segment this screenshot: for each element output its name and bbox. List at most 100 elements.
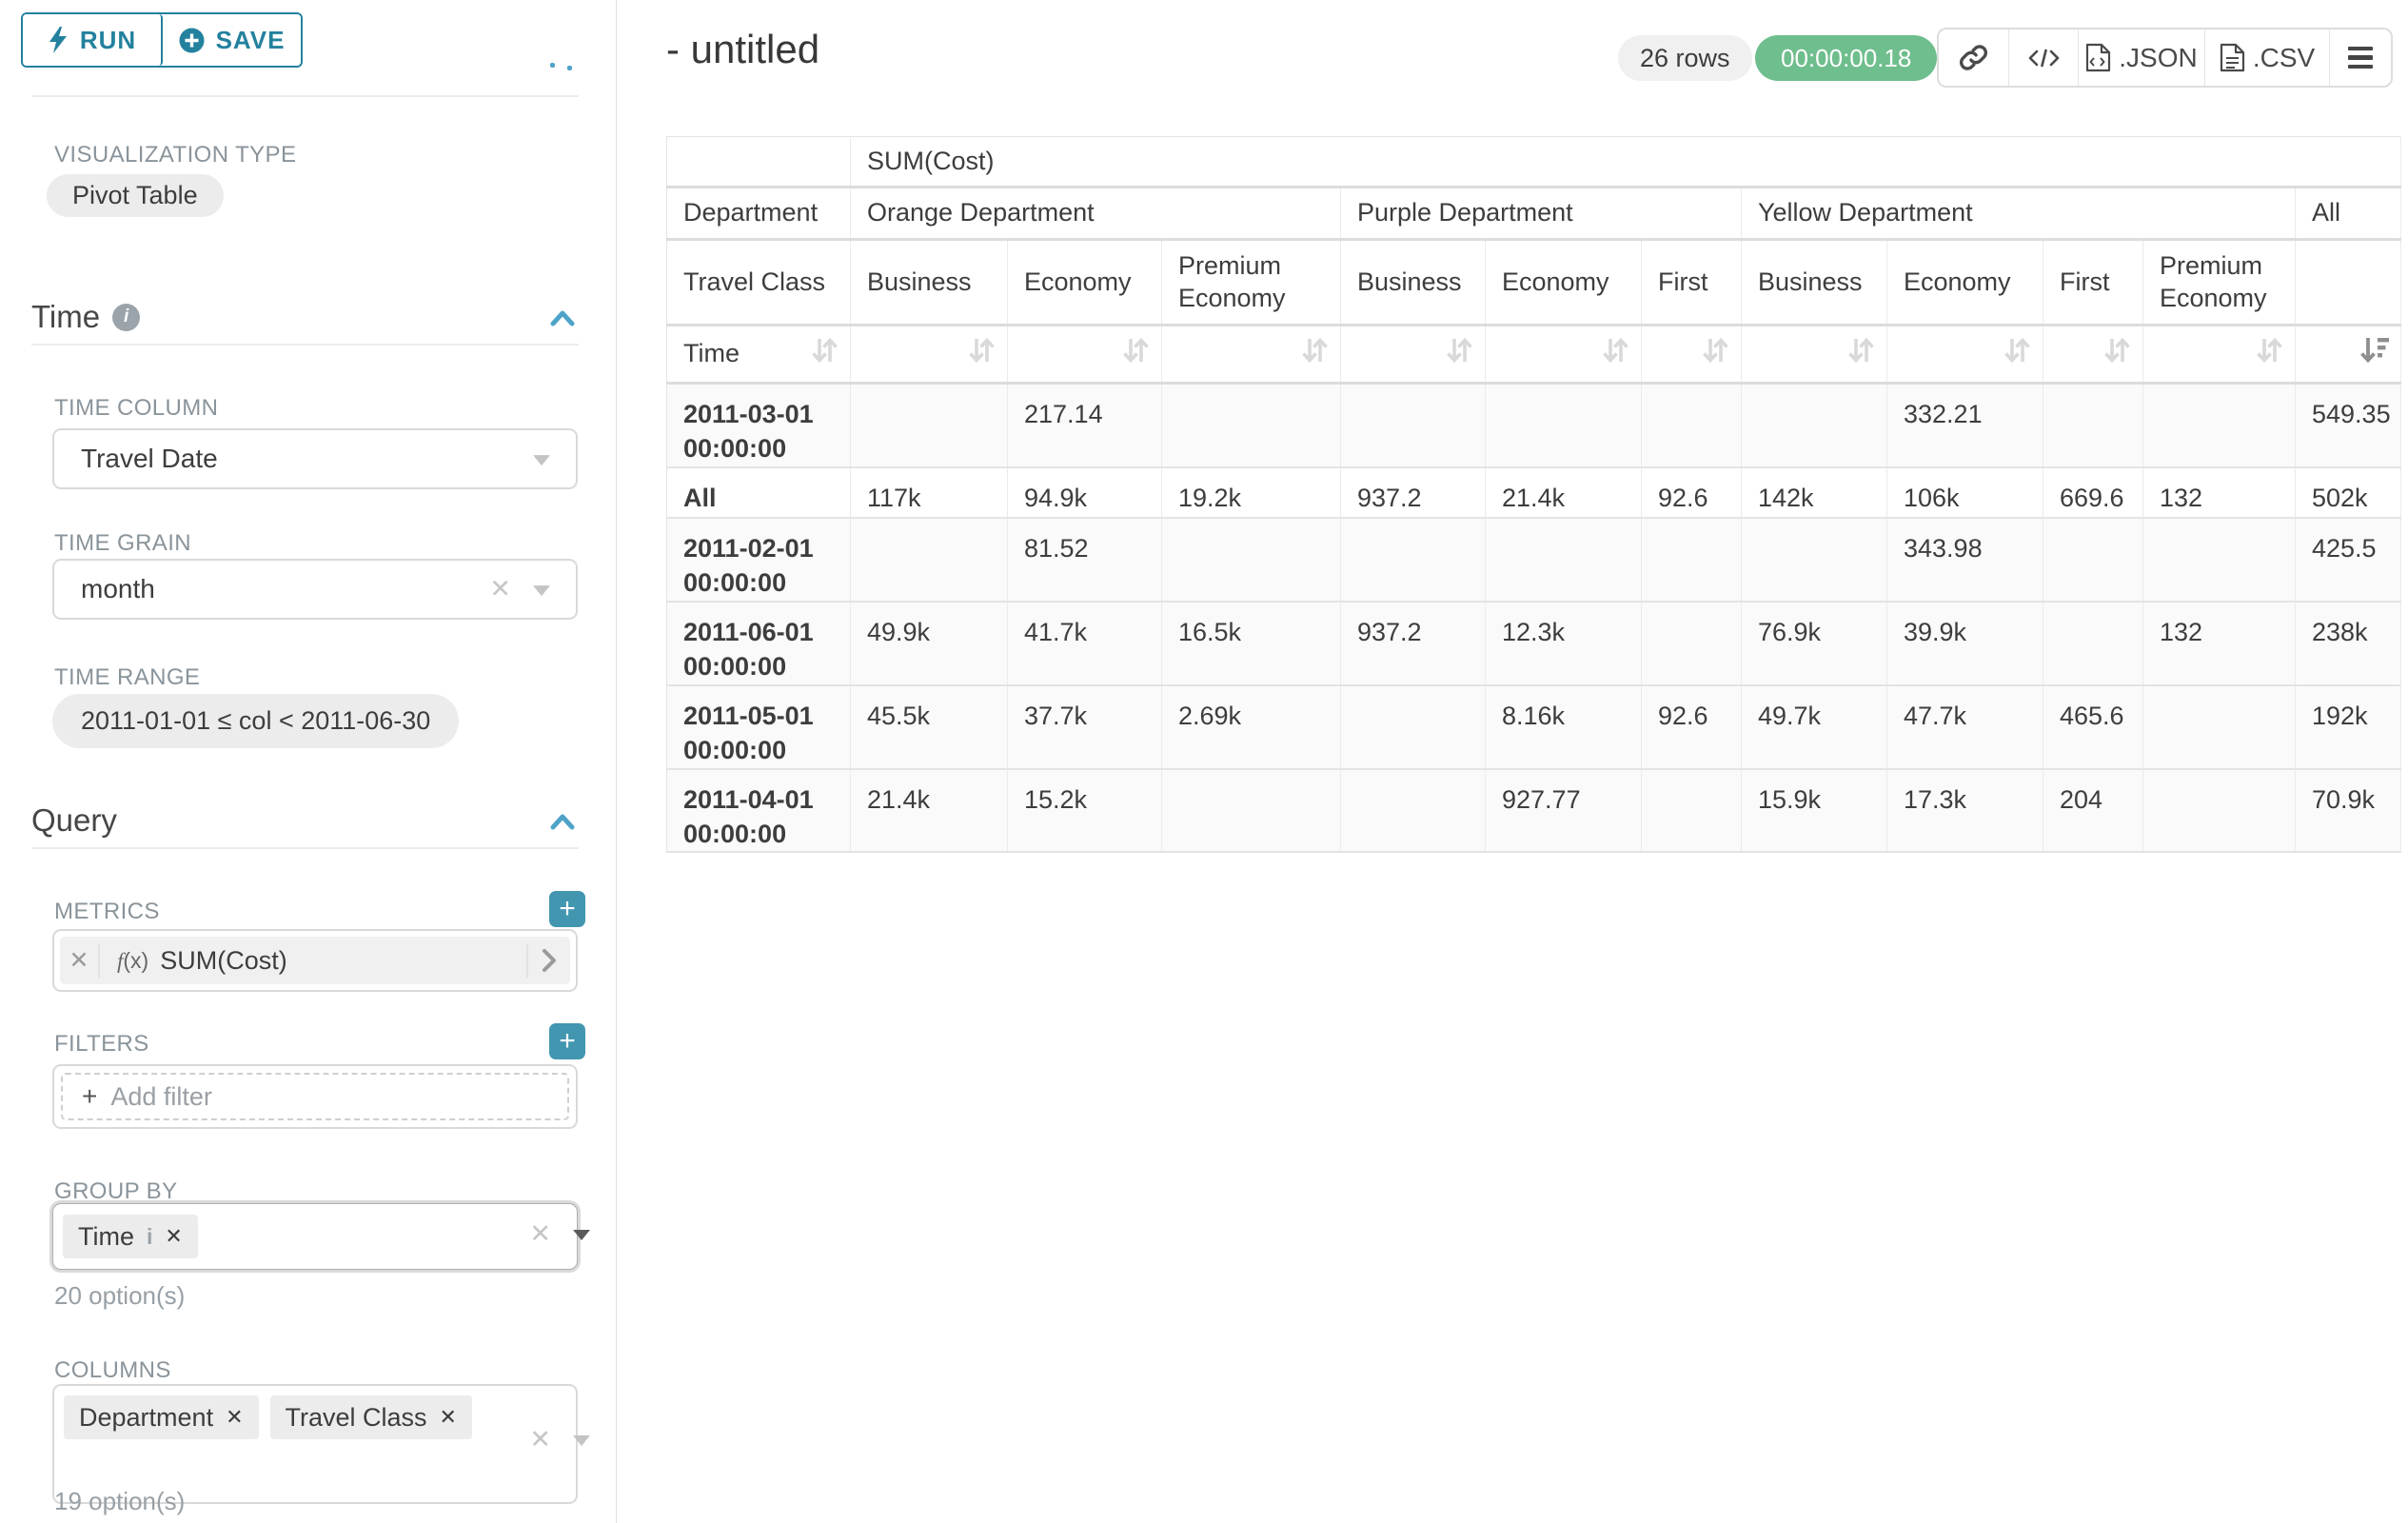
table-row: 2011-03-01 00:00:00217.14332.21549.35: [667, 384, 2401, 467]
chart-title[interactable]: - untitled: [666, 27, 819, 72]
value-cell: 192k: [2296, 685, 2401, 769]
sort-icon[interactable]: [1298, 335, 1331, 374]
chart-type-collapse-icon[interactable]: [567, 66, 572, 70]
export-csv-button[interactable]: .CSV: [2205, 30, 2330, 86]
value-cell: 81.52: [1008, 518, 1162, 602]
export-json-button[interactable]: .JSON: [2079, 30, 2205, 86]
hamburger-icon: [2348, 47, 2373, 69]
chip-label: Travel Class: [286, 1403, 427, 1433]
clear-icon[interactable]: ✕: [529, 1219, 551, 1249]
value-cell: [1341, 685, 1486, 769]
travel-class-header: First: [2043, 240, 2143, 326]
info-icon: i: [112, 304, 140, 331]
view-query-button[interactable]: [2009, 30, 2079, 86]
dimension-chip[interactable]: Department✕: [64, 1395, 259, 1439]
remove-metric-icon[interactable]: ✕: [60, 944, 100, 978]
row-label-cell: 2011-06-01 00:00:00: [667, 602, 851, 685]
value-cell: 2.69k: [1162, 685, 1341, 769]
metrics-container: ✕ f(x) SUM(Cost): [52, 929, 578, 992]
remove-chip-icon[interactable]: ✕: [165, 1224, 182, 1249]
chevron-right-icon[interactable]: [526, 944, 570, 978]
value-cell: [2043, 384, 2143, 467]
sort-icon[interactable]: [808, 335, 840, 374]
sort-icon[interactable]: [1699, 335, 1731, 374]
row-label-cell: 2011-03-01 00:00:00: [667, 384, 851, 467]
value-cell: [2143, 769, 2296, 853]
sort-icon[interactable]: [965, 335, 997, 374]
column-sort-cell: [2296, 326, 2401, 384]
travel-class-dimension-cell: Travel Class: [667, 240, 851, 326]
pivot-table: SUM(Cost)DepartmentOrange DepartmentPurp…: [666, 136, 2401, 853]
sort-icon[interactable]: [1119, 335, 1152, 374]
chevron-down-icon: [533, 455, 550, 465]
sort-icon[interactable]: [2001, 335, 2033, 374]
time-column-select[interactable]: Travel Date: [52, 428, 578, 489]
value-cell: 142k: [1742, 467, 1887, 518]
column-sort-cell: [1642, 326, 1742, 384]
sort-icon[interactable]: [1845, 335, 1877, 374]
department-group-header: Purple Department: [1341, 188, 1742, 240]
time-range-label: TIME RANGE: [54, 664, 200, 691]
value-cell: 12.3k: [1486, 602, 1642, 685]
metric-header-cell: SUM(Cost): [851, 137, 2401, 188]
value-cell: 332.21: [1887, 384, 2043, 467]
sort-icon[interactable]: [2101, 335, 2133, 374]
remove-chip-icon[interactable]: ✕: [440, 1405, 457, 1430]
group-by-select[interactable]: Timei✕: [52, 1203, 578, 1270]
time-range-pill[interactable]: 2011-01-01 ≤ col < 2011-06-30: [52, 694, 459, 748]
value-cell: [1162, 518, 1341, 602]
add-filter-plus-button[interactable]: +: [549, 1023, 585, 1059]
column-sort-cell: [2043, 326, 2143, 384]
travel-class-header: Economy: [1887, 240, 2043, 326]
sort-icon[interactable]: [2253, 335, 2285, 374]
section-divider: [31, 847, 579, 849]
save-button-label: SAVE: [216, 26, 286, 55]
travel-class-header: Business: [851, 240, 1008, 326]
sort-icon[interactable]: [1443, 335, 1475, 374]
clear-icon[interactable]: ✕: [489, 575, 511, 604]
info-icon[interactable]: i: [147, 1224, 152, 1250]
chevron-up-icon[interactable]: [546, 303, 579, 335]
value-cell: 21.4k: [1486, 467, 1642, 518]
sort-descending-icon[interactable]: [2359, 335, 2391, 374]
query-section-header[interactable]: Query: [31, 802, 117, 839]
columns-chips: Department✕ Travel Class ✕: [64, 1395, 472, 1439]
value-cell: 425.5: [2296, 518, 2401, 602]
remove-chip-icon[interactable]: ✕: [226, 1405, 243, 1430]
add-metric-button[interactable]: +: [549, 891, 585, 927]
time-grain-select[interactable]: month ✕: [52, 559, 578, 620]
time-section-title: Time: [31, 299, 100, 335]
more-options-button[interactable]: [2330, 30, 2391, 86]
chart-type-collapse-icon[interactable]: [550, 63, 555, 68]
sort-icon[interactable]: [1599, 335, 1631, 374]
metric-chip[interactable]: ✕ f(x) SUM(Cost): [60, 937, 570, 984]
travel-class-header: Business: [1742, 240, 1887, 326]
visualization-type-pill[interactable]: Pivot Table: [47, 174, 224, 217]
share-link-button[interactable]: [1939, 30, 2009, 86]
dimension-chip[interactable]: Travel Class ✕: [270, 1395, 472, 1439]
row-label-cell: 2011-02-01 00:00:00: [667, 518, 851, 602]
value-cell: [2143, 518, 2296, 602]
time-section-header[interactable]: Time i: [31, 299, 140, 335]
query-section-title: Query: [31, 802, 117, 839]
chevron-down-icon[interactable]: [573, 1230, 590, 1240]
add-filter-button[interactable]: + Add filter: [61, 1073, 569, 1120]
save-button[interactable]: SAVE: [163, 14, 301, 66]
group-by-option-count: 20 option(s): [54, 1281, 185, 1311]
row-dimension-label: Time: [683, 338, 740, 370]
column-sort-cell: [1486, 326, 1642, 384]
column-sort-cell: [1742, 326, 1887, 384]
time-grain-value: month: [81, 574, 155, 604]
table-row: 2011-02-01 00:00:0081.52343.98425.5: [667, 518, 2401, 602]
dimension-chip[interactable]: Timei✕: [63, 1215, 198, 1258]
chevron-up-icon[interactable]: [546, 806, 579, 839]
columns-option-count: 19 option(s): [54, 1487, 185, 1516]
clear-icon[interactable]: ✕: [529, 1425, 551, 1454]
value-cell: [1162, 769, 1341, 853]
section-divider: [31, 95, 579, 97]
value-cell: 45.5k: [851, 685, 1008, 769]
plus-icon: +: [82, 1081, 97, 1112]
travel-class-header: [2296, 240, 2401, 326]
run-button[interactable]: RUN: [23, 14, 163, 66]
chevron-down-icon[interactable]: [573, 1435, 590, 1446]
